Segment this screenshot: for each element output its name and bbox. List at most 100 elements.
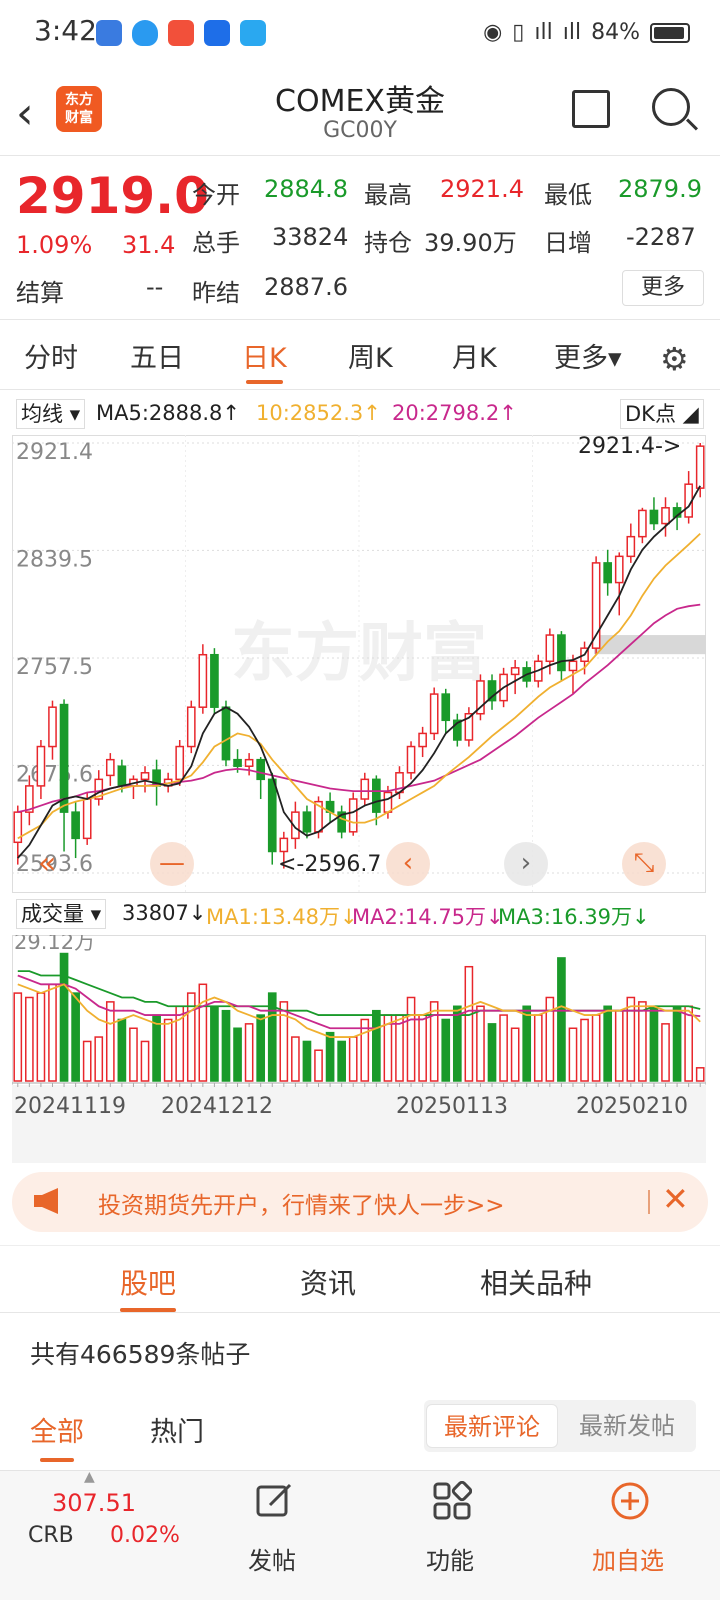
candle-body xyxy=(441,693,451,722)
y-tick-label: 2921.4 xyxy=(16,440,93,465)
more-button[interactable]: 更多 xyxy=(622,270,704,306)
candle-body xyxy=(591,562,601,649)
max-price-label: 2921.4-> xyxy=(578,435,681,459)
indicator-dropdown[interactable]: 成交量 ▾ xyxy=(16,899,107,929)
gear-icon[interactable]: ⚙ xyxy=(660,340,689,378)
scroll-right-button[interactable]: › xyxy=(504,842,548,886)
volume-bar xyxy=(591,1014,601,1082)
tab-monthly-k[interactable]: 月K xyxy=(452,343,497,374)
volume-bar xyxy=(533,1014,543,1082)
sort-latest-comment[interactable]: 最新评论 xyxy=(426,1404,558,1448)
y-tick-label: 2593.6 xyxy=(16,852,93,877)
crb-change[interactable]: 0.02% xyxy=(110,1523,180,1548)
volume-bar xyxy=(557,957,566,1082)
back-icon[interactable]: ‹ xyxy=(16,88,34,139)
candle-body xyxy=(233,758,242,767)
volume-bar xyxy=(291,1036,300,1082)
search-icon[interactable] xyxy=(652,88,690,126)
post-count: 共有466589条帖子 xyxy=(30,1340,251,1369)
ma-dropdown[interactable]: 均线 ▾ xyxy=(16,399,86,429)
tab-more[interactable]: 更多▾ xyxy=(554,343,622,374)
sort-latest-post[interactable]: 最新发帖 xyxy=(579,1412,675,1440)
volume-bar xyxy=(499,1014,508,1082)
ad-text[interactable]: 投资期货先开户，行情来了快人一步>> xyxy=(98,1193,505,1219)
crb-label[interactable]: CRB xyxy=(28,1523,74,1548)
tab-daily-k[interactable]: 日K xyxy=(242,336,287,384)
volume-bar xyxy=(672,1005,682,1082)
candle-body xyxy=(25,785,34,813)
rewind-icon[interactable]: « xyxy=(38,846,57,881)
fullscreen-button[interactable]: ⤡ xyxy=(622,842,666,886)
weather-app-icon xyxy=(240,20,266,46)
candle-body xyxy=(337,811,346,833)
tab-related[interactable]: 相关品种 xyxy=(480,1267,593,1300)
clock-app-icon xyxy=(96,20,122,46)
edit-icon[interactable] xyxy=(254,1481,294,1521)
add-favorite-button[interactable]: 加自选 xyxy=(592,1547,664,1575)
candle-body xyxy=(291,811,300,840)
function-button[interactable]: 功能 xyxy=(426,1547,474,1575)
candle-body xyxy=(487,680,497,702)
tab-forum[interactable]: 股吧 xyxy=(120,1262,177,1312)
settle-value: -- xyxy=(146,273,164,301)
signal-5g-icon-2: ıll xyxy=(562,20,582,45)
ma20-value: 20:2798.2↑ xyxy=(392,401,517,425)
high-value: 2921.4 xyxy=(440,175,524,203)
filter-all[interactable]: 全部 xyxy=(30,1410,84,1462)
volume-bar xyxy=(210,1005,219,1082)
volume-bar xyxy=(372,1009,381,1082)
volume-bar xyxy=(638,1001,647,1082)
candle-body xyxy=(603,562,613,584)
candle-body xyxy=(452,719,462,741)
dk-dropdown[interactable]: DK点 ◢ xyxy=(620,399,704,429)
volume-bar xyxy=(71,992,80,1082)
plus-circle-icon[interactable] xyxy=(610,1481,650,1521)
candle-body xyxy=(244,758,254,767)
candle-body xyxy=(256,758,266,781)
logo-line2: 财富 xyxy=(65,110,93,126)
shield-app-icon xyxy=(132,20,158,46)
volume-max-label: 29.12万 xyxy=(14,935,95,954)
volume-bar xyxy=(626,996,636,1082)
candle-body xyxy=(82,798,92,840)
volume-bar xyxy=(302,1040,312,1082)
volume-bar xyxy=(360,1018,370,1082)
candlestick-chart[interactable]: 东方财富 2921.4 2839.5 2757.5 2675.6 2593.6 2921.4… xyxy=(12,435,706,893)
post-button[interactable]: 发帖 xyxy=(248,1547,296,1575)
crb-value[interactable]: 307.51 xyxy=(52,1489,136,1517)
candle-body xyxy=(36,745,46,787)
high-label: 最高 xyxy=(364,181,412,209)
ad-banner[interactable]: 投资期货先开户，行情来了快人一步>> ✕ xyxy=(12,1172,708,1232)
tab-weekly-k[interactable]: 周K xyxy=(348,343,393,374)
volume-bar xyxy=(186,992,196,1082)
collapse-caret-icon[interactable]: ▲ xyxy=(84,1469,95,1485)
candle-body xyxy=(464,713,474,741)
candle-body xyxy=(406,745,416,774)
tab-news[interactable]: 资讯 xyxy=(300,1267,357,1300)
scroll-left-button[interactable]: ‹ xyxy=(386,842,430,886)
candle-body xyxy=(279,837,289,853)
volume-bar xyxy=(545,996,555,1082)
volume-bar xyxy=(487,1023,497,1082)
close-icon[interactable]: ✕ xyxy=(662,1180,689,1218)
volume-bar xyxy=(221,1009,231,1082)
x-date-label: 20241212 xyxy=(161,1094,273,1119)
status-time: 3:42 xyxy=(34,14,97,47)
tab-five-day[interactable]: 五日 xyxy=(130,343,184,374)
volume-chart[interactable]: 29.12万 20241119 20241212 20250113 20250210 xyxy=(12,935,706,1163)
share-icon[interactable] xyxy=(572,90,610,128)
grid-icon[interactable] xyxy=(432,1481,472,1521)
candle-body xyxy=(649,509,659,525)
filter-hot[interactable]: 热门 xyxy=(150,1417,204,1448)
volume-label: 总手 xyxy=(192,229,240,257)
tab-intraday[interactable]: 分时 xyxy=(24,343,78,374)
volume-bar xyxy=(198,983,208,1082)
ma10-line xyxy=(17,532,701,840)
candle-body xyxy=(302,811,312,833)
candle-body xyxy=(557,634,566,672)
zoom-out-button[interactable]: — xyxy=(150,842,194,886)
volume-bar xyxy=(441,1018,451,1082)
battery-percent: 84% xyxy=(591,20,640,45)
min-price-label: <-2596.7 xyxy=(278,852,381,877)
volume-bar xyxy=(244,1023,254,1082)
